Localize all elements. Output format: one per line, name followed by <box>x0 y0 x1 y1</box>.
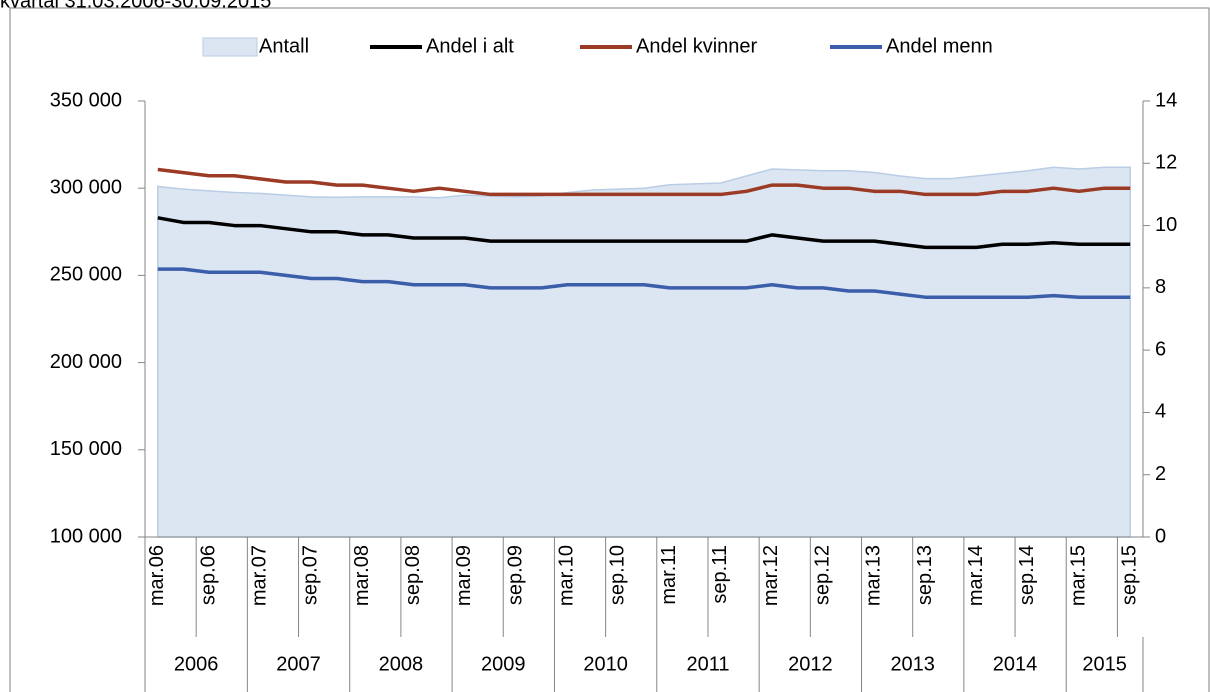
line <box>157 267 1131 299</box>
x-group-label: 2014 <box>993 653 1038 675</box>
chart-frame <box>9 7 1210 692</box>
legend-swatch <box>202 37 258 57</box>
line <box>157 167 1131 197</box>
x-tick-label: mar.10 <box>556 545 578 606</box>
y2-tick-label: 14 <box>1155 89 1177 111</box>
x-group-label: 2007 <box>276 653 321 675</box>
x-tick-label: sep.14 <box>1016 545 1038 605</box>
x-group-label: 2013 <box>890 653 935 675</box>
y2-tick-label: 4 <box>1155 401 1166 423</box>
x-group-label: 2009 <box>481 653 526 675</box>
y-tick-label: 200 000 <box>50 351 122 373</box>
x-tick-label: mar.14 <box>965 545 987 606</box>
line <box>157 216 1131 250</box>
x-group-label: 2015 <box>1082 653 1127 675</box>
y2-tick-label: 0 <box>1155 525 1166 547</box>
area <box>157 166 1131 538</box>
x-tick-label: mar.13 <box>863 545 885 606</box>
x-group-label: 2011 <box>686 653 729 675</box>
x-tick-label: mar.12 <box>760 545 782 606</box>
x-group-label: 2006 <box>174 653 219 675</box>
y-tick-label: 250 000 <box>50 264 122 286</box>
x-tick-label: sep.06 <box>197 545 219 605</box>
y2-tick-label: 12 <box>1155 152 1177 174</box>
x-group-label: 2008 <box>379 653 424 675</box>
x-tick-label: sep.13 <box>914 545 936 605</box>
x-tick-label: mar.15 <box>1067 545 1089 606</box>
y2-tick-label: 6 <box>1155 338 1166 360</box>
y2-tick-label: 8 <box>1155 276 1166 298</box>
y-tick-label: 150 000 <box>50 438 122 460</box>
y-tick-label: 350 000 <box>50 89 122 111</box>
x-tick-label: sep.12 <box>811 545 833 605</box>
x-tick-label: sep.10 <box>607 545 629 605</box>
x-group-label: 2010 <box>583 653 628 675</box>
x-tick-label: sep.11 <box>709 545 731 604</box>
x-tick-label: mar.08 <box>351 545 373 606</box>
chart-subtitle: kvartal 31.03.2006-30.09.2015 <box>0 0 271 12</box>
y-tick-label: 100 000 <box>50 525 122 547</box>
legend-label: Andel menn <box>886 35 993 57</box>
legend-label: Antall <box>259 35 309 57</box>
x-group-label: 2012 <box>788 653 833 675</box>
y2-tick-label: 10 <box>1155 214 1177 236</box>
x-tick-label: mar.06 <box>146 545 168 606</box>
y-tick-label: 300 000 <box>50 176 122 198</box>
x-tick-label: mar.07 <box>248 545 270 606</box>
legend-label: Andel kvinner <box>636 35 758 57</box>
x-tick-label: sep.15 <box>1118 545 1140 605</box>
legend-label: Andel i alt <box>426 35 514 57</box>
x-tick-label: sep.07 <box>300 545 322 605</box>
x-tick-label: sep.08 <box>402 545 424 605</box>
y2-tick-label: 2 <box>1155 463 1166 485</box>
x-tick-label: sep.09 <box>504 545 526 605</box>
x-tick-label: mar.09 <box>453 545 475 606</box>
x-tick-label: mar.11 <box>658 545 680 605</box>
